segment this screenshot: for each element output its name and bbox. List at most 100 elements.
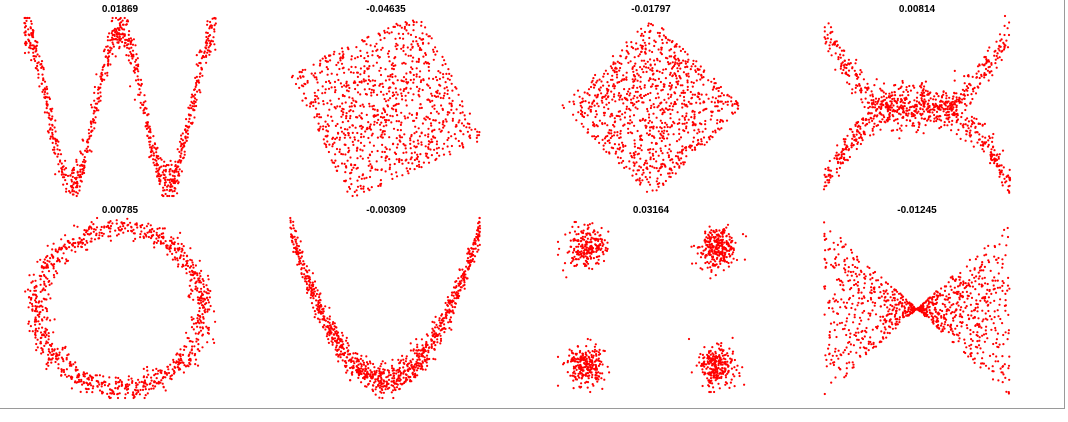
scatter-point [882,95,886,98]
scatter-point [184,137,187,140]
scatter-point [66,174,70,177]
scatter-point [350,168,353,171]
scatter-point [401,162,404,165]
scatter-point [369,163,372,166]
scatter-point [922,91,926,94]
scatter-point [99,83,102,86]
scatter-point [966,93,969,97]
scatter-point [312,63,315,66]
scatter-point [198,281,201,284]
scatter-point [822,188,826,191]
scatter-point [39,331,43,334]
scatter-point [193,109,196,112]
scatter-point [673,165,676,168]
scatter-point [47,270,51,273]
scatter-point [214,22,217,25]
scatter-point [458,119,461,122]
scatter-point [111,33,114,37]
scatter-point [177,182,180,185]
scatter-point [340,162,344,165]
scatter-point [206,287,209,291]
scatter-point [625,41,628,44]
scatter-point [666,108,670,111]
scatter-point [462,145,465,148]
scatter-point [131,380,134,383]
scatter-point [107,55,111,58]
scatter-point [982,143,985,146]
scatter-point [140,380,143,383]
scatter-point [158,234,161,237]
scatter-point [643,163,646,166]
scatter-point [407,54,410,57]
scatter-point [351,124,354,127]
scatter-point [412,56,415,59]
scatter-point [925,108,928,111]
scatter-point [978,76,981,80]
scatter-point [90,106,93,109]
scatter-point [341,50,344,53]
scatter-point [206,20,209,23]
scatter-point [676,62,679,65]
scatter-point [694,70,698,73]
scatter-point [687,131,690,134]
scatter-point [679,67,682,70]
scatter-point [955,96,958,99]
scatter-point [990,148,993,151]
scatter-point [112,43,115,46]
scatter-point [829,176,832,179]
scatter-point [47,280,50,283]
scatter-point [415,130,418,133]
scatter-point [359,104,362,107]
scatter-point [608,152,611,155]
scatter-point [640,32,644,35]
scatter-point [855,121,858,124]
scatter-point [351,97,354,100]
scatter-point [97,92,100,95]
scatter-point [689,90,692,94]
scatter-point [75,194,78,198]
scatter-point [598,78,601,81]
scatter-point [620,161,623,164]
scatter-point [81,168,84,171]
scatter-point [455,108,458,111]
scatter-point [207,292,210,295]
scatter-point [61,358,64,361]
scatter-point [435,143,438,146]
scatter-point [733,102,737,105]
scatter-point [994,58,997,61]
scatter-point [185,345,188,348]
scatter-point [341,57,344,60]
scatter-point [882,91,885,94]
scatter-point [39,336,42,340]
scatter-point [669,159,672,162]
scatter-point [32,48,35,51]
scatter-point [85,372,89,375]
scatter-point [432,77,435,80]
scatter-point [431,130,434,133]
scatter-point [640,50,643,54]
scatter-point [614,100,617,103]
scatter-point [917,126,921,129]
scatter-point [679,84,682,87]
scatter-point [427,98,430,101]
scatter-point [877,97,881,100]
scatter-point [662,132,665,135]
scatter-point [690,96,694,99]
scatter-point [988,135,991,138]
scatter-point [703,69,706,72]
scatter-point [353,104,356,107]
scatter-point [185,118,188,121]
scatter-point [616,114,620,118]
scatter-point [152,387,155,390]
scatter-point [383,97,386,101]
scatter-point [653,44,656,48]
scatter-point [871,106,874,109]
scatter-point [384,110,387,114]
scatter-point [652,125,655,128]
scatter-point [359,184,362,187]
scatter-point [427,161,431,164]
scatter-point [853,69,856,72]
scatter-point [62,252,65,255]
scatter-point [206,51,209,54]
scatter-point [447,131,450,134]
